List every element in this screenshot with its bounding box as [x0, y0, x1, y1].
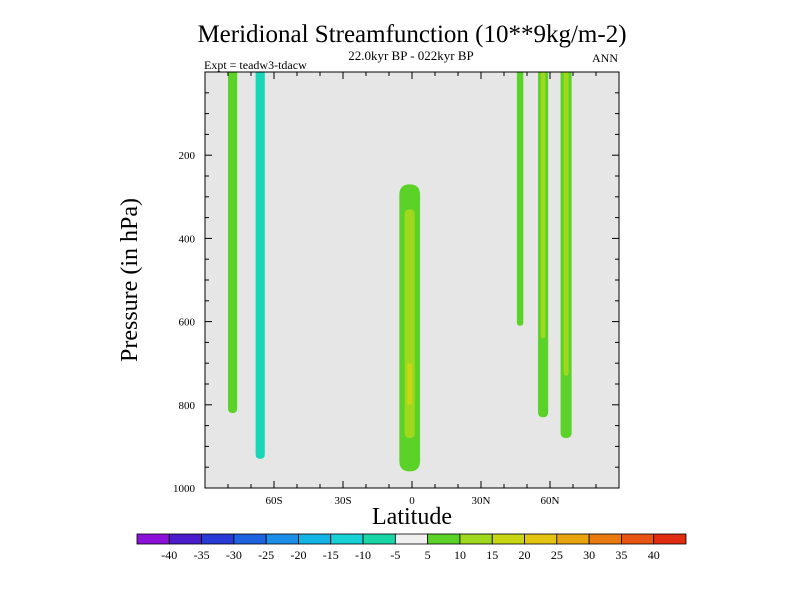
colorbar-swatch [201, 533, 235, 545]
colorbar-label: -35 [194, 548, 210, 562]
x-tick-label: 60S [265, 495, 282, 507]
x-tick-label: 60N [541, 495, 560, 507]
colorbar-swatch [136, 533, 170, 545]
chart-title: Meridional Streamfunction (10**9kg/m-2) [197, 21, 626, 48]
colorbar-swatch [298, 533, 332, 545]
contour-cell-46n [516, 72, 524, 326]
colorbar-swatch [653, 533, 687, 545]
experiment-label: Expt = teadw3-tdacw [204, 58, 307, 72]
colorbar-label: 10 [454, 548, 466, 562]
colorbar-label: 20 [519, 548, 531, 562]
colorbar-swatch [233, 533, 267, 545]
colorbar-swatch [394, 533, 429, 545]
colorbar-swatch [330, 533, 364, 545]
contour-cell-75s [228, 72, 238, 414]
chart-subtitle: 22.0kyr BP - 022kyr BP [348, 48, 474, 63]
x-tick-label: 30N [472, 495, 491, 507]
contour-cell-eq-core [407, 363, 412, 405]
contour-cell-67n-inner [563, 72, 569, 376]
colorbar-swatch [168, 533, 202, 545]
colorbar-label: -30 [226, 548, 242, 562]
y-tick-label: 1000 [173, 483, 196, 495]
colorbar-label: -5 [390, 548, 400, 562]
colorbar-label: -10 [355, 548, 371, 562]
x-tick-label: 0 [409, 495, 415, 507]
colorbar-label: 40 [648, 548, 660, 562]
colorbar-label: 25 [551, 548, 563, 562]
colorbar-label: 35 [615, 548, 627, 562]
colorbar-swatch [491, 533, 525, 545]
y-tick-label: 800 [179, 400, 196, 412]
colorbar-swatch [265, 533, 299, 545]
season-label: ANN [592, 51, 618, 65]
x-axis-label: Latitude [372, 504, 452, 530]
contour-cell-57n-inner [540, 72, 546, 339]
colorbar-label: -40 [161, 548, 177, 562]
colorbar-label: -25 [258, 548, 274, 562]
colorbar-label: 5 [425, 548, 431, 562]
colorbar-label: 30 [583, 548, 595, 562]
y-axis-label: Pressure (in hPa) [117, 198, 143, 362]
contour-cell-65s [255, 72, 265, 459]
colorbar-swatch [588, 533, 622, 545]
x-tick-label: 30S [334, 495, 351, 507]
colorbar-swatch [524, 533, 558, 545]
colorbar-swatch [556, 533, 590, 545]
contour-cell-eq-inner [404, 209, 415, 439]
colorbar-label: -15 [323, 548, 339, 562]
colorbar-swatch [459, 533, 493, 545]
y-tick-label: 600 [179, 317, 196, 329]
colorbar-label: -20 [290, 548, 306, 562]
y-tick-label: 400 [179, 233, 196, 245]
colorbar-label: 15 [486, 548, 498, 562]
colorbar-swatch [427, 533, 461, 545]
colorbar-swatch [362, 533, 396, 545]
y-tick-label: 200 [179, 150, 196, 162]
colorbar-swatch [621, 533, 655, 545]
